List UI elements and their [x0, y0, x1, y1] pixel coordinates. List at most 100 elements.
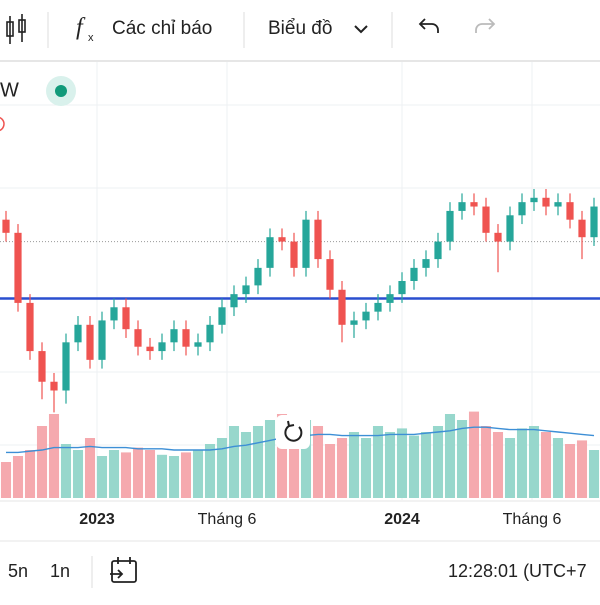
indicators-button[interactable]: Các chỉ báo [112, 18, 212, 39]
candle-body [266, 237, 274, 268]
candle-body [434, 241, 442, 260]
volume-bar [516, 428, 528, 498]
volume-bar [240, 432, 252, 498]
volume-bar [156, 454, 168, 498]
candle-body [254, 267, 262, 286]
volume-bar [300, 420, 312, 498]
candle-body [446, 210, 454, 242]
candle-body [578, 219, 586, 238]
candle-body [194, 342, 202, 347]
reset-button[interactable] [276, 415, 310, 449]
candle-body [554, 202, 562, 207]
reset-icon [284, 420, 303, 442]
symbol: W [0, 79, 19, 101]
fx-icon-x: x [88, 32, 94, 44]
x-label: 2024 [384, 511, 420, 528]
candle-body [374, 302, 382, 312]
candle-body [314, 219, 322, 260]
volume-bar [324, 444, 336, 498]
volume-bar [360, 438, 372, 498]
candle-body [386, 294, 394, 303]
volume-bar [504, 438, 516, 498]
candle-body [122, 307, 130, 330]
candle-body [134, 329, 142, 347]
candle-body [2, 219, 10, 233]
volume-bar [564, 444, 576, 498]
candle-body [566, 202, 574, 220]
volume-bar [168, 456, 180, 498]
range-button[interactable]: 5n [8, 561, 28, 581]
candle-body [182, 329, 190, 347]
candle-body [326, 259, 334, 290]
volume-bar [216, 438, 228, 498]
candle-body [98, 320, 106, 360]
volume-bar [252, 426, 264, 498]
volume-bar [492, 432, 504, 498]
volume-bar [12, 456, 24, 498]
date-range-icon[interactable] [110, 557, 137, 583]
candle-body [290, 241, 298, 268]
fx-icon[interactable]: f [76, 15, 86, 41]
volume-bar [384, 432, 396, 498]
volume-bar [276, 414, 288, 498]
volume-bar [372, 426, 384, 498]
volume-bar [144, 450, 156, 498]
volume-bar [456, 420, 468, 498]
volume-bar [552, 438, 564, 498]
candle-body [86, 324, 94, 360]
candle-body [110, 307, 118, 321]
volume-bar [24, 450, 36, 498]
candle-body [146, 346, 154, 352]
chart-button[interactable]: Biểu đồ [268, 18, 332, 39]
candle-body [206, 324, 214, 343]
candle-body [230, 294, 238, 308]
volume-bar [72, 450, 84, 498]
volume-bar [540, 432, 552, 498]
candle-body [530, 197, 538, 203]
volume-bar [444, 414, 456, 498]
volume-bar [528, 426, 540, 498]
redo-button[interactable] [475, 18, 496, 33]
volume-bar [432, 426, 444, 498]
volume-bar [312, 426, 324, 498]
volume-bar [84, 438, 96, 498]
undo-button[interactable] [418, 18, 439, 33]
candle-body [74, 324, 82, 343]
volume-bar [108, 450, 120, 498]
plot [0, 189, 600, 498]
toolbar [0, 0, 600, 60]
candle-body [38, 351, 46, 382]
candle-body [170, 329, 178, 343]
candle-icon[interactable] [6, 14, 26, 44]
alert-icon [0, 116, 5, 132]
volume-bar [336, 438, 348, 498]
volume-bar [264, 420, 276, 498]
candle-body [506, 215, 514, 242]
candle-body [278, 237, 286, 242]
volume-bar [36, 426, 48, 498]
candle-body [362, 311, 370, 321]
volume-bar [288, 432, 300, 498]
candle-body [518, 202, 526, 216]
volume-bar [60, 444, 72, 498]
range-button[interactable]: 1n [50, 561, 70, 581]
volume-bar [396, 428, 408, 498]
volume-bar [420, 432, 432, 498]
candle-body [398, 281, 406, 295]
volume-bar [348, 432, 360, 498]
volume-bar [588, 450, 600, 498]
candle-body [542, 197, 550, 207]
volume-bar [228, 426, 240, 498]
volume-bar [468, 411, 480, 498]
volume-bar [180, 452, 192, 498]
x-label: Tháng 6 [503, 511, 562, 528]
volume-bar [480, 426, 492, 498]
candle-body [482, 206, 490, 233]
candle-body [218, 307, 226, 325]
dropdown-icon [354, 25, 368, 34]
volume-bar [96, 456, 108, 498]
candle-body [494, 232, 502, 242]
candle-body [350, 320, 358, 325]
